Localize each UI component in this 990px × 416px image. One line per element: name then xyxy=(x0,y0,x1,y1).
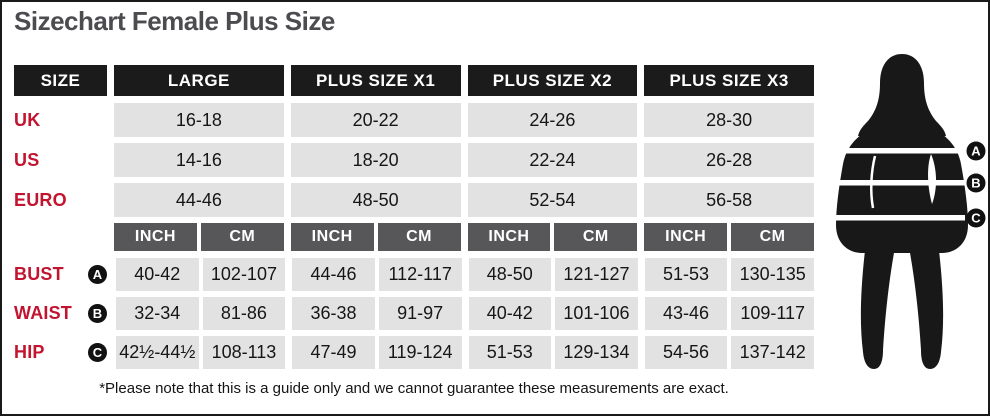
size-cell: 24-26 xyxy=(467,103,638,137)
column-header-size: SIZE xyxy=(14,65,107,96)
unit-header-inch: INCH xyxy=(467,223,551,251)
measure-cell: 130-135 xyxy=(731,258,814,291)
bust-line xyxy=(832,148,965,154)
measure-cell: 129-134 xyxy=(555,336,638,369)
marker-a-badge: A xyxy=(88,265,107,284)
unit-header-inch: INCH xyxy=(644,223,728,251)
page-title: Sizechart Female Plus Size xyxy=(14,6,335,36)
footnote: *Please note that this is a guide only a… xyxy=(99,380,729,397)
measure-cell: 51-53 xyxy=(468,336,552,369)
size-cell: 22-24 xyxy=(467,143,638,177)
unit-header-cm: CM xyxy=(200,223,284,251)
measure-cell: 109-117 xyxy=(731,297,814,330)
unit-header-cm: CM xyxy=(554,223,638,251)
size-cell: 18-20 xyxy=(290,143,461,177)
measure-cell: 40-42 xyxy=(468,297,552,330)
measure-cell: 48-50 xyxy=(468,258,552,291)
figure-right-leg xyxy=(908,242,944,369)
waist-line xyxy=(832,180,965,186)
measure-cell: 44-46 xyxy=(292,258,375,291)
table-row-us: US 14-16 18-20 22-24 26-28 xyxy=(14,143,814,177)
table-row-uk: UK 16-18 20-22 24-26 28-30 xyxy=(14,103,814,137)
size-cell: 14-16 xyxy=(114,143,284,177)
table-row-units: INCH CM INCH CM INCH CM INCH CM xyxy=(14,223,814,251)
measure-cell: 32-34 xyxy=(116,297,199,330)
table-row-bust: BUST A 40-42 102-107 44-46 112-117 48-50… xyxy=(14,258,814,291)
measure-cell: 108-113 xyxy=(202,336,286,369)
measure-cell: 43-46 xyxy=(644,297,728,330)
table-header-row: SIZE LARGE PLUS SIZE X1 PLUS SIZE X2 PLU… xyxy=(14,65,814,96)
measurement-figure: A B C xyxy=(830,50,988,382)
unit-row-spacer xyxy=(14,223,107,251)
figure-hair-head xyxy=(858,54,946,136)
row-label-euro: EURO xyxy=(14,189,67,210)
measure-cell: 137-142 xyxy=(731,336,814,369)
marker-c-badge: C xyxy=(88,343,107,362)
measure-cell: 101-106 xyxy=(555,297,638,330)
measure-cell: 119-124 xyxy=(378,336,462,369)
measure-cell: 40-42 xyxy=(116,258,199,291)
column-header-plus-x2: PLUS SIZE X2 xyxy=(467,65,638,96)
table-row-waist: WAIST B 32-34 81-86 36-38 91-97 40-42 10… xyxy=(14,297,814,330)
unit-header-cm: CM xyxy=(731,223,814,251)
figure-marker-a: A xyxy=(966,141,986,161)
measure-cell: 54-56 xyxy=(644,336,728,369)
row-label-uk: UK xyxy=(14,109,41,130)
measure-cell: 112-117 xyxy=(378,258,462,291)
measure-cell: 121-127 xyxy=(555,258,638,291)
column-header-plus-x3: PLUS SIZE X3 xyxy=(644,65,814,96)
unit-header-inch: INCH xyxy=(114,223,197,251)
measure-cell: 42½-44½ xyxy=(116,336,199,369)
unit-header-cm: CM xyxy=(377,223,461,251)
row-label-waist: WAIST xyxy=(14,303,72,323)
size-cell: 20-22 xyxy=(290,103,461,137)
marker-b-badge: B xyxy=(88,304,107,323)
figure-marker-b: B xyxy=(966,173,986,193)
column-header-plus-x1: PLUS SIZE X1 xyxy=(290,65,461,96)
row-label-bust: BUST xyxy=(14,264,64,284)
figure-torso xyxy=(836,128,968,253)
measure-cell: 36-38 xyxy=(292,297,375,330)
row-label-us: US xyxy=(14,149,40,170)
table-row-hip: HIP C 42½-44½ 108-113 47-49 119-124 51-5… xyxy=(14,336,814,369)
size-cell: 44-46 xyxy=(114,183,284,217)
measure-cell: 81-86 xyxy=(202,297,286,330)
size-cell: 48-50 xyxy=(290,183,461,217)
size-cell: 28-30 xyxy=(644,103,814,137)
size-cell: 52-54 xyxy=(467,183,638,217)
measure-cell: 51-53 xyxy=(644,258,728,291)
figure-left-leg xyxy=(860,242,896,369)
svg-text:A: A xyxy=(971,144,981,159)
figure-arm-gap-right xyxy=(928,154,937,204)
measure-cell: 91-97 xyxy=(378,297,462,330)
figure-marker-c: C xyxy=(966,208,986,228)
unit-header-inch: INCH xyxy=(290,223,374,251)
size-cell: 56-58 xyxy=(644,183,814,217)
column-header-large: LARGE xyxy=(114,65,284,96)
size-cell: 26-28 xyxy=(644,143,814,177)
hip-line xyxy=(832,215,965,221)
measure-cell: 47-49 xyxy=(292,336,375,369)
svg-text:B: B xyxy=(971,176,980,191)
size-cell: 16-18 xyxy=(114,103,284,137)
table-row-euro: EURO 44-46 48-50 52-54 56-58 xyxy=(14,183,814,217)
size-table: SIZE LARGE PLUS SIZE X1 PLUS SIZE X2 PLU… xyxy=(14,65,814,375)
svg-text:C: C xyxy=(971,211,981,226)
row-label-hip: HIP xyxy=(14,342,45,362)
measure-cell: 102-107 xyxy=(202,258,286,291)
female-figure-silhouette: A B C xyxy=(832,54,986,369)
